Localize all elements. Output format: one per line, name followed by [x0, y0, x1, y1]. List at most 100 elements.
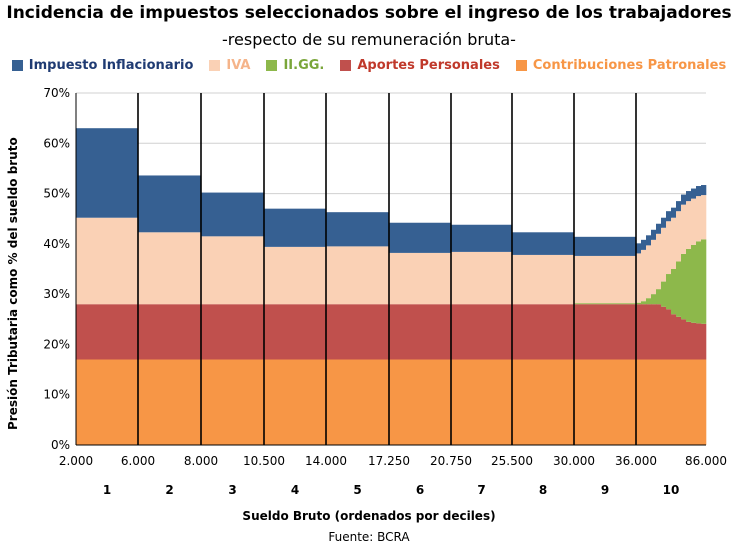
- area-segment-contribuciones-decile-10-step1: [641, 359, 647, 445]
- area-segment-inflacionario-decile-6: [389, 222, 451, 253]
- area-segment-iva-decile-10-step11: [691, 198, 697, 245]
- x-tick-label: 17.250: [368, 454, 410, 468]
- area-segment-iigg-decile-10-step1: [641, 301, 647, 305]
- area-segment-iva-decile-4: [264, 246, 326, 305]
- area-segment-inflacionario-decile-10-step1: [641, 239, 647, 250]
- area-segment-iva-decile-10-step4: [656, 233, 662, 290]
- area-segment-iigg-decile-9: [574, 303, 636, 305]
- area-segment-iva-decile-10-step9: [681, 204, 687, 254]
- decile-label: 8: [539, 483, 547, 497]
- area-segment-inflacionario-decile-3: [201, 192, 264, 237]
- y-tick-label: 0%: [51, 438, 70, 452]
- legend-label: Contribuciones Patronales: [532, 58, 727, 73]
- area-segment-aportes-decile-2: [138, 304, 201, 360]
- chart-subtitle: -respecto de su remuneración bruta-: [222, 30, 516, 49]
- x-tick-label: 25.500: [491, 454, 533, 468]
- area-segment-inflacionario-decile-10-step8: [676, 201, 682, 212]
- area-segment-iigg-decile-10-step10: [686, 248, 692, 322]
- x-tick-label: 6.000: [121, 454, 155, 468]
- area-segment-iva-decile-10-step12: [696, 196, 702, 242]
- area-segment-aportes-decile-10-step12: [696, 323, 702, 360]
- legend-label: II.GG.: [283, 58, 325, 73]
- legend-swatch: [266, 60, 278, 71]
- area-segment-contribuciones-decile-10-step9: [681, 359, 687, 445]
- area-segment-inflacionario-decile-10-step3: [651, 229, 657, 240]
- legend-item-aportes: Aportes Personales: [340, 58, 500, 73]
- area-segment-contribuciones-decile-3: [201, 359, 264, 445]
- area-segment-aportes-decile-7: [451, 304, 512, 360]
- decile-label: 5: [353, 483, 361, 497]
- area-segment-inflacionario-decile-8: [512, 232, 574, 255]
- area-segment-contribuciones-decile-10-step7: [671, 359, 677, 445]
- area-segment-iigg-decile-10-step5: [661, 281, 667, 307]
- area-segment-iigg-decile-10-step7: [671, 269, 677, 315]
- area-segment-inflacionario-decile-1: [76, 128, 138, 218]
- area-segment-aportes-decile-8: [512, 304, 574, 360]
- area-segment-contribuciones-decile-10-step11: [691, 359, 697, 445]
- area-segment-inflacionario-decile-10-step11: [691, 188, 697, 199]
- area-segment-iva-decile-10-step3: [651, 239, 657, 295]
- area-segment-iva-decile-10-step2: [646, 245, 652, 299]
- area-segment-inflacionario-decile-7: [451, 224, 512, 252]
- area-segment-inflacionario-decile-10-step4: [656, 223, 662, 234]
- area-segment-inflacionario-decile-10-step2: [646, 235, 652, 246]
- area-segment-iigg-decile-10-step2: [646, 298, 652, 305]
- area-segment-aportes-decile-10-step5: [661, 306, 667, 360]
- decile-label: 1: [103, 483, 111, 497]
- decile-label: 10: [663, 483, 680, 497]
- x-tick-label: 30.000: [553, 454, 595, 468]
- legend-item-iigg: II.GG.: [266, 58, 324, 73]
- area-segment-iva-decile-2: [138, 232, 201, 305]
- area-segment-contribuciones-decile-5: [326, 359, 389, 445]
- area-segment-aportes-decile-10-step10: [686, 321, 692, 360]
- decile-label: 4: [291, 483, 299, 497]
- area-segment-inflacionario-decile-10-step9: [681, 194, 687, 205]
- area-segment-contribuciones-decile-10-step12: [696, 359, 702, 445]
- y-axis-label: Presión Tributaria como % del sueldo bru…: [6, 137, 20, 430]
- area-segment-contribuciones-decile-10-step2: [646, 359, 652, 445]
- x-axis-label: Sueldo Bruto (ordenados por deciles): [242, 509, 496, 523]
- area-segment-iva-decile-6: [389, 252, 451, 305]
- legend-swatch: [11, 60, 23, 71]
- decile-label: 7: [477, 483, 485, 497]
- area-segment-iigg-decile-10-step12: [696, 241, 702, 324]
- area-segment-contribuciones-decile-2: [138, 359, 201, 445]
- area-segment-aportes-decile-10-step13: [701, 323, 707, 360]
- area-segment-contribuciones-decile-10-step4: [656, 359, 662, 445]
- legend-swatch: [209, 60, 221, 71]
- decile-label: 9: [601, 483, 609, 497]
- area-segment-iigg-decile-10-step8: [676, 261, 682, 317]
- area-segment-aportes-decile-10-step11: [691, 322, 697, 360]
- area-segment-contribuciones-decile-10-step3: [651, 359, 657, 445]
- area-segment-aportes-decile-10-step6: [666, 309, 672, 360]
- legend-label: Impuesto Inflacionario: [28, 58, 194, 73]
- legend-item-inflacionario: Impuesto Inflacionario: [11, 58, 194, 73]
- area-segment-iigg-decile-10-step3: [651, 294, 657, 305]
- source-note: Fuente: BCRA: [328, 530, 410, 544]
- area-segment-inflacionario-decile-10-step0: [636, 243, 642, 254]
- area-segment-contribuciones-decile-10-step8: [676, 359, 682, 445]
- y-tick-label: 70%: [43, 86, 70, 100]
- legend: Impuesto Inflacionario IVA II.GG. Aporte…: [0, 58, 738, 73]
- area-segment-iva-decile-8: [512, 254, 574, 305]
- area-segment-iigg-decile-10-step0: [636, 302, 642, 305]
- area-segment-inflacionario-decile-5: [326, 212, 389, 247]
- area-segment-contribuciones-decile-1: [76, 359, 138, 445]
- x-tick-label: 14.000: [305, 454, 347, 468]
- area-segment-inflacionario-decile-10-step12: [696, 186, 702, 197]
- area-segment-contribuciones-decile-10-step13: [701, 359, 707, 445]
- area-segment-iigg-decile-10-step4: [656, 289, 662, 305]
- legend-swatch: [515, 60, 527, 71]
- area-segment-aportes-decile-9: [574, 304, 636, 360]
- area-segment-iigg-decile-10-step6: [666, 274, 672, 310]
- legend-label: IVA: [226, 58, 251, 73]
- area-segment-contribuciones-decile-10-step0: [636, 359, 642, 445]
- area-segment-iva-decile-10-step10: [686, 201, 692, 249]
- area-segment-inflacionario-decile-10-step7: [671, 207, 677, 218]
- area-segment-inflacionario-decile-10-step5: [661, 217, 667, 228]
- area-segment-contribuciones-decile-8: [512, 359, 574, 445]
- area-segment-iva-decile-10-step1: [641, 249, 647, 302]
- area-segment-inflacionario-decile-10-step6: [666, 211, 672, 222]
- area-segment-iigg-decile-10-step11: [691, 244, 697, 323]
